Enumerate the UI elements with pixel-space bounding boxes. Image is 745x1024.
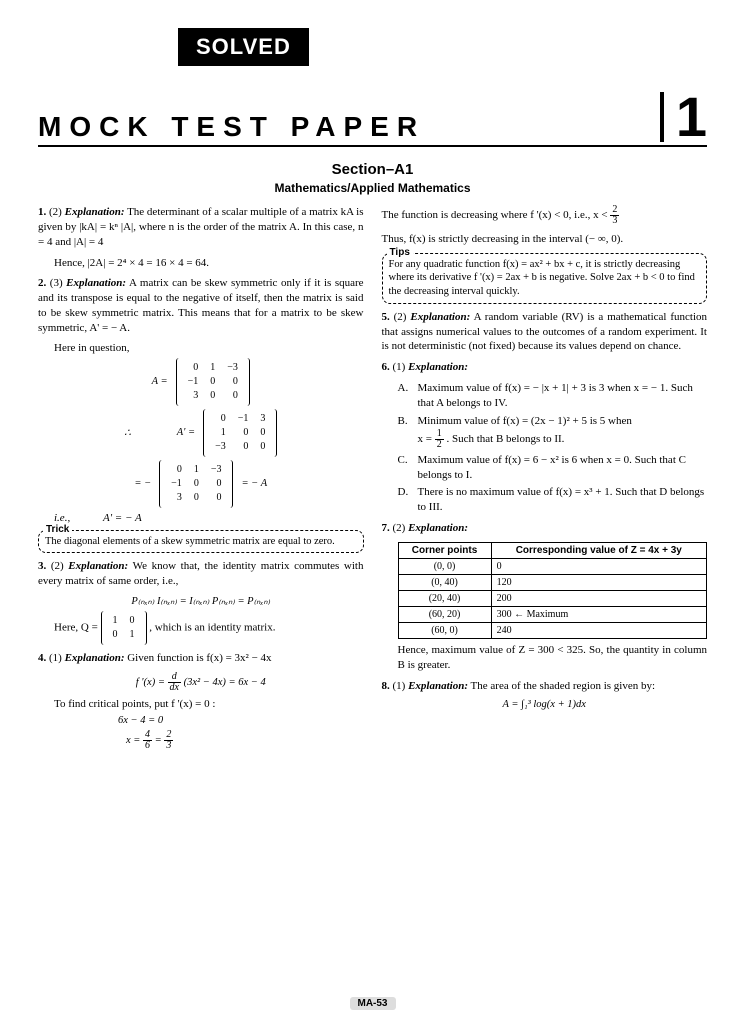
q6-D: D.There is no maximum value of f(x) = x³… (398, 485, 708, 515)
page-number: MA-53 (349, 997, 395, 1010)
question-2: 2. (3) Explanation: A matrix can be skew… (38, 276, 364, 335)
q3-tail: , which is an identity matrix. (149, 622, 275, 634)
q1-num: 1. (38, 206, 46, 218)
question-3: 3. (2) Explanation: We know that, the id… (38, 559, 364, 589)
q2-ie: i.e., A' = − A (38, 512, 364, 524)
q3-here-text: Here, Q = (54, 622, 101, 634)
q4-eq2: x = 46 = 23 (38, 730, 364, 751)
q6-B2-post: . Such that B belongs to II. (446, 433, 564, 445)
q8-label: Explanation: (408, 680, 468, 692)
q7-th1: Corner points (398, 542, 491, 558)
tips-box: Tips For any quadratic function f(x) = a… (382, 253, 708, 304)
left-column: 1. (2) Explanation: The determinant of a… (38, 205, 364, 755)
q6-C: C.Maximum value of f(x) = 6 − x² is 6 wh… (398, 453, 708, 483)
paper-number: 1 (660, 92, 707, 142)
right-column: The function is decreasing where f '(x) … (382, 205, 708, 755)
q6-B1: Minimum value of f(x) = (2x − 1)² + 5 is… (418, 415, 632, 427)
q4-num: 4. (38, 652, 46, 664)
q2-num: 2. (38, 277, 46, 289)
q6-B2-pre: x = (418, 433, 435, 445)
table-row: (0, 0)0 (398, 558, 707, 574)
section-heading: Section–A1 (38, 161, 707, 178)
q7-table-wrap: Corner pointsCorresponding value of Z = … (382, 542, 708, 639)
question-1: 1. (2) Explanation: The determinant of a… (38, 205, 364, 250)
q6-num: 6. (382, 361, 390, 373)
q4-eq2-lhs: x = (126, 735, 143, 746)
intro1-text: The function is decreasing where f '(x) … (382, 209, 611, 221)
q5-label: Explanation: (410, 311, 470, 323)
q4-text: Given function is f(x) = 3x² − 4x (127, 652, 271, 664)
q4-crit: To find critical points, put f '(x) = 0 … (38, 698, 364, 710)
question-6: 6. (1) Explanation: (382, 360, 708, 375)
q6-B-text: Minimum value of f(x) = (2x − 1)² + 5 is… (418, 414, 632, 450)
matrix-A: 01−3−100300 (176, 358, 250, 406)
matrix-negA-eq: = − 01−3−100300 = − A (38, 460, 364, 508)
trick-title: Trick (43, 523, 72, 536)
q2-here: Here in question, (38, 342, 364, 354)
right-intro2: Thus, f(x) is strictly decreasing in the… (382, 232, 708, 247)
q1-line2: Hence, |2A| = 2⁴ × 4 = 16 × 4 = 64. (38, 256, 364, 271)
matrix-Q: 1001 (101, 611, 147, 645)
q6-ans: (1) (393, 361, 406, 373)
right-intro1: The function is decreasing where f '(x) … (382, 205, 708, 226)
q1-label: Explanation: (65, 206, 125, 218)
question-4: 4. (1) Explanation: Given function is f(… (38, 651, 364, 666)
q6-A: A.Maximum value of f(x) = − |x + 1| + 3 … (398, 381, 708, 411)
question-7: 7. (2) Explanation: (382, 521, 708, 536)
trick-box: Trick The diagonal elements of a skew sy… (38, 530, 364, 554)
matrix-Aprime-eq: ∴A' = 0−13100−300 (38, 409, 364, 457)
q5-num: 5. (382, 311, 390, 323)
question-5: 5. (2) Explanation: A random variable (R… (382, 310, 708, 355)
q8-eq: A = ∫₁³ log(x + 1)dx (382, 699, 708, 710)
q4-deriv: f '(x) = ddx (3x² − 4x) = 6x − 4 (38, 672, 364, 693)
tips-title: Tips (387, 246, 413, 259)
q6-B: B. Minimum value of f(x) = (2x − 1)² + 5… (398, 414, 708, 450)
q5-ans: (2) (394, 311, 407, 323)
q7-th2: Corresponding value of Z = 4x + 3y (491, 542, 706, 558)
solved-badge: SOLVED (178, 28, 309, 66)
q7-label: Explanation: (408, 522, 468, 534)
q6-C-text: Maximum value of f(x) = 6 − x² is 6 when… (418, 453, 708, 483)
q3-here: Here, Q = 1001 , which is an identity ma… (38, 611, 364, 645)
content-columns: 1. (2) Explanation: The determinant of a… (38, 205, 707, 755)
q8-num: 8. (382, 680, 390, 692)
q4-deriv-rhs: (3x² − 4x) = 6x − 4 (184, 677, 266, 688)
matrix-negA: 01−3−100300 (159, 460, 233, 508)
subject-heading: Mathematics/Applied Mathematics (38, 181, 707, 195)
q2-label: Explanation: (66, 277, 126, 289)
q7-table: Corner pointsCorresponding value of Z = … (398, 542, 708, 639)
q1-ans: (2) (49, 206, 62, 218)
q3-ans: (2) (51, 560, 64, 572)
q2-ans: (3) (50, 277, 63, 289)
q6-A-text: Maximum value of f(x) = − |x + 1| + 3 is… (418, 381, 708, 411)
q4-label: Explanation: (65, 652, 125, 664)
q7-concl: Hence, maximum value of Z = 300 < 325. S… (382, 643, 708, 673)
trick-text: The diagonal elements of a skew symmetri… (45, 536, 335, 547)
table-row: (60, 20)300 ← Maximum (398, 606, 707, 622)
q4-deriv-lhs: f '(x) = (136, 677, 168, 688)
table-row: (0, 40)120 (398, 574, 707, 590)
main-title: MOCK TEST PAPER (38, 111, 652, 143)
q6-label: Explanation: (408, 361, 468, 373)
q3-eq: P₍ₙₓₙ₎ I₍ₙₓₙ₎ = I₍ₙₓₙ₎ P₍ₙₓₙ₎ = P₍ₙₓₙ₎ (38, 595, 364, 607)
matrix-Aprime: 0−13100−300 (203, 409, 277, 457)
q8-ans: (1) (393, 680, 406, 692)
q7-num: 7. (382, 522, 390, 534)
tips-text: For any quadratic function f(x) = ax² + … (389, 259, 695, 297)
q7-ans: (2) (393, 522, 406, 534)
question-8: 8. (1) Explanation: The area of the shad… (382, 679, 708, 694)
q3-num: 3. (38, 560, 46, 572)
q8-text: The area of the shaded region is given b… (471, 680, 656, 692)
q4-ans: (1) (49, 652, 62, 664)
q3-label: Explanation: (68, 560, 128, 572)
table-row: (20, 40)200 (398, 590, 707, 606)
q6-D-text: There is no maximum value of f(x) = x³ +… (418, 485, 708, 515)
table-row: (60, 0)240 (398, 622, 707, 638)
q4-eq1: 6x − 4 = 0 (38, 715, 364, 726)
title-row: MOCK TEST PAPER 1 (38, 92, 707, 147)
matrix-A-eq: A = 01−3−100300 (38, 358, 364, 406)
